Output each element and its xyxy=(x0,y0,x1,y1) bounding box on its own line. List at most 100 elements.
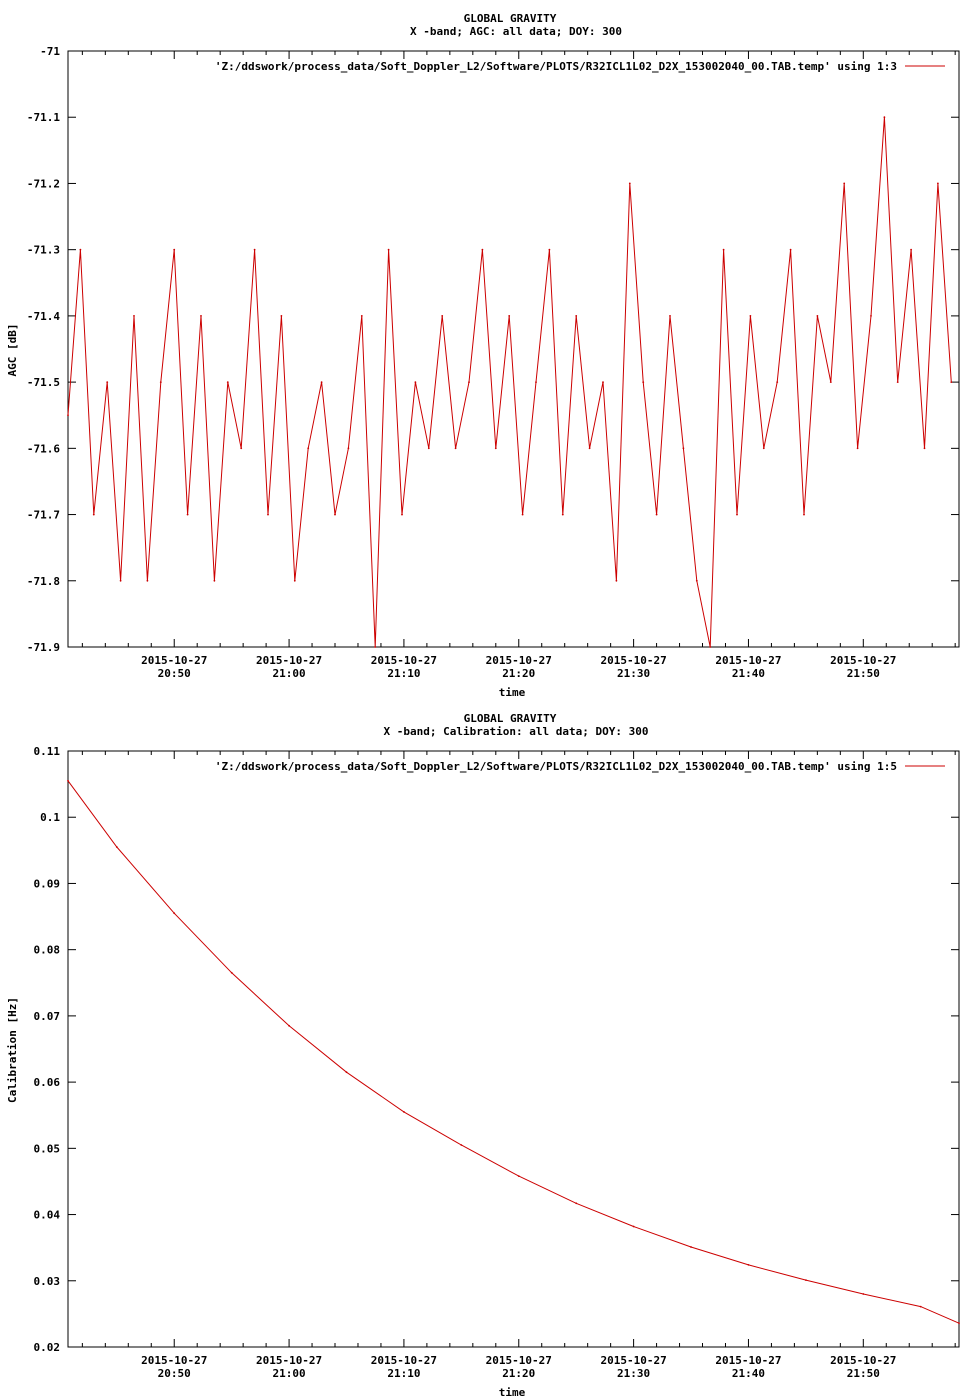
data-point xyxy=(883,116,886,119)
data-point xyxy=(226,381,229,383)
data-point xyxy=(709,646,712,648)
x-tick-time: 20:50 xyxy=(158,1367,191,1380)
data-point xyxy=(548,248,551,251)
x-tick-time: 20:50 xyxy=(158,667,191,680)
data-point xyxy=(414,381,417,383)
data-point xyxy=(320,381,323,383)
data-point xyxy=(230,971,233,974)
x-axis-label: time xyxy=(499,686,526,699)
data-point xyxy=(253,248,256,251)
data-point xyxy=(79,248,82,251)
y-tick-label: 0.05 xyxy=(34,1142,61,1155)
data-point xyxy=(146,579,149,582)
y-tick-label: 0.03 xyxy=(34,1275,61,1288)
y-tick-label: -71.4 xyxy=(27,310,60,323)
x-tick-date: 2015-10-27 xyxy=(141,1354,207,1367)
chart-title: GLOBAL GRAVITY xyxy=(464,12,557,25)
data-point xyxy=(517,1175,520,1177)
data-point xyxy=(632,1225,635,1228)
y-tick-label: -71.9 xyxy=(27,641,60,654)
data-point xyxy=(762,447,765,450)
data-point xyxy=(602,381,604,383)
data-point xyxy=(862,1293,865,1295)
x-tick-time: 21:00 xyxy=(273,1367,306,1380)
y-tick-label: 0.06 xyxy=(34,1076,61,1089)
data-point xyxy=(387,248,390,251)
x-tick-date: 2015-10-27 xyxy=(141,654,207,667)
data-point xyxy=(288,1024,290,1027)
data-point xyxy=(722,248,725,251)
data-point xyxy=(816,315,819,317)
data-point xyxy=(950,381,953,383)
x-tick-date: 2015-10-27 xyxy=(715,654,781,667)
data-point xyxy=(106,381,109,383)
x-tick-date: 2015-10-27 xyxy=(486,1354,552,1367)
x-tick-date: 2015-10-27 xyxy=(830,654,896,667)
x-tick-date: 2015-10-27 xyxy=(256,654,322,667)
y-tick-label: 0.07 xyxy=(34,1010,61,1023)
x-tick-date: 2015-10-27 xyxy=(371,1354,437,1367)
data-point xyxy=(749,315,752,317)
x-ticks: 2015-10-2720:502015-10-2721:002015-10-27… xyxy=(81,51,956,680)
data-point xyxy=(776,381,779,383)
y-axis-label: AGC [dB] xyxy=(6,324,19,377)
x-tick-time: 21:00 xyxy=(273,667,306,680)
y-tick-label: 0.09 xyxy=(34,877,61,890)
data-point xyxy=(119,579,122,582)
agc-chart: GLOBAL GRAVITY X -band; AGC: all data; D… xyxy=(6,12,960,699)
legend: 'Z:/ddswork/process_data/Soft_Doppler_L2… xyxy=(215,760,945,773)
data-point xyxy=(958,1322,960,1325)
data-point xyxy=(159,381,162,383)
y-tick-label: 0.02 xyxy=(34,1341,61,1354)
y-tick-label: -71.2 xyxy=(27,177,60,190)
x-ticks: 2015-10-2720:502015-10-2721:002015-10-27… xyxy=(81,751,956,1380)
y-axis-label: Calibration [Hz] xyxy=(6,997,19,1103)
y-tick-label: -71.5 xyxy=(27,376,60,389)
data-point xyxy=(374,646,377,648)
data-point xyxy=(481,248,484,251)
data-point xyxy=(690,1246,692,1248)
y-tick-label: -71 xyxy=(40,45,60,58)
data-point xyxy=(133,315,135,317)
data-point xyxy=(937,182,939,185)
series-line xyxy=(67,780,960,1324)
y-tick-label: -71.3 xyxy=(27,244,60,257)
y-tick-label: 0.08 xyxy=(34,944,61,957)
data-point xyxy=(535,381,537,383)
x-tick-date: 2015-10-27 xyxy=(600,1354,666,1367)
data-point xyxy=(575,315,578,317)
data-point xyxy=(789,248,792,251)
x-tick-time: 21:50 xyxy=(847,667,880,680)
x-axis-label: time xyxy=(499,1386,526,1399)
data-point xyxy=(870,315,872,317)
data-point xyxy=(682,447,685,450)
x-tick-time: 21:10 xyxy=(387,1367,420,1380)
y-tick-label: -71.6 xyxy=(27,442,60,455)
x-tick-date: 2015-10-27 xyxy=(256,1354,322,1367)
x-tick-time: 21:40 xyxy=(732,667,765,680)
data-point xyxy=(575,1202,578,1205)
data-point xyxy=(345,1071,348,1074)
calibration-chart: GLOBAL GRAVITY X -band; Calibration: all… xyxy=(6,712,960,1399)
data-point xyxy=(92,513,95,516)
data-point xyxy=(173,912,176,915)
x-tick-time: 21:30 xyxy=(617,1367,650,1380)
data-point xyxy=(280,315,283,317)
plot-frame xyxy=(67,50,960,648)
plot-frame xyxy=(67,750,960,1348)
data-point xyxy=(494,447,497,450)
y-tick-label: 0.04 xyxy=(34,1209,61,1222)
series-group xyxy=(67,116,953,648)
data-point xyxy=(919,1305,922,1308)
data-point xyxy=(307,447,310,450)
data-point xyxy=(67,779,69,782)
data-point xyxy=(213,579,216,582)
data-point xyxy=(655,513,658,516)
x-tick-date: 2015-10-27 xyxy=(486,654,552,667)
data-point xyxy=(521,513,524,516)
data-point xyxy=(508,315,511,317)
data-point xyxy=(747,1264,750,1266)
y-tick-label: -71.8 xyxy=(27,575,60,588)
data-point xyxy=(67,414,69,417)
x-tick-date: 2015-10-27 xyxy=(371,654,437,667)
